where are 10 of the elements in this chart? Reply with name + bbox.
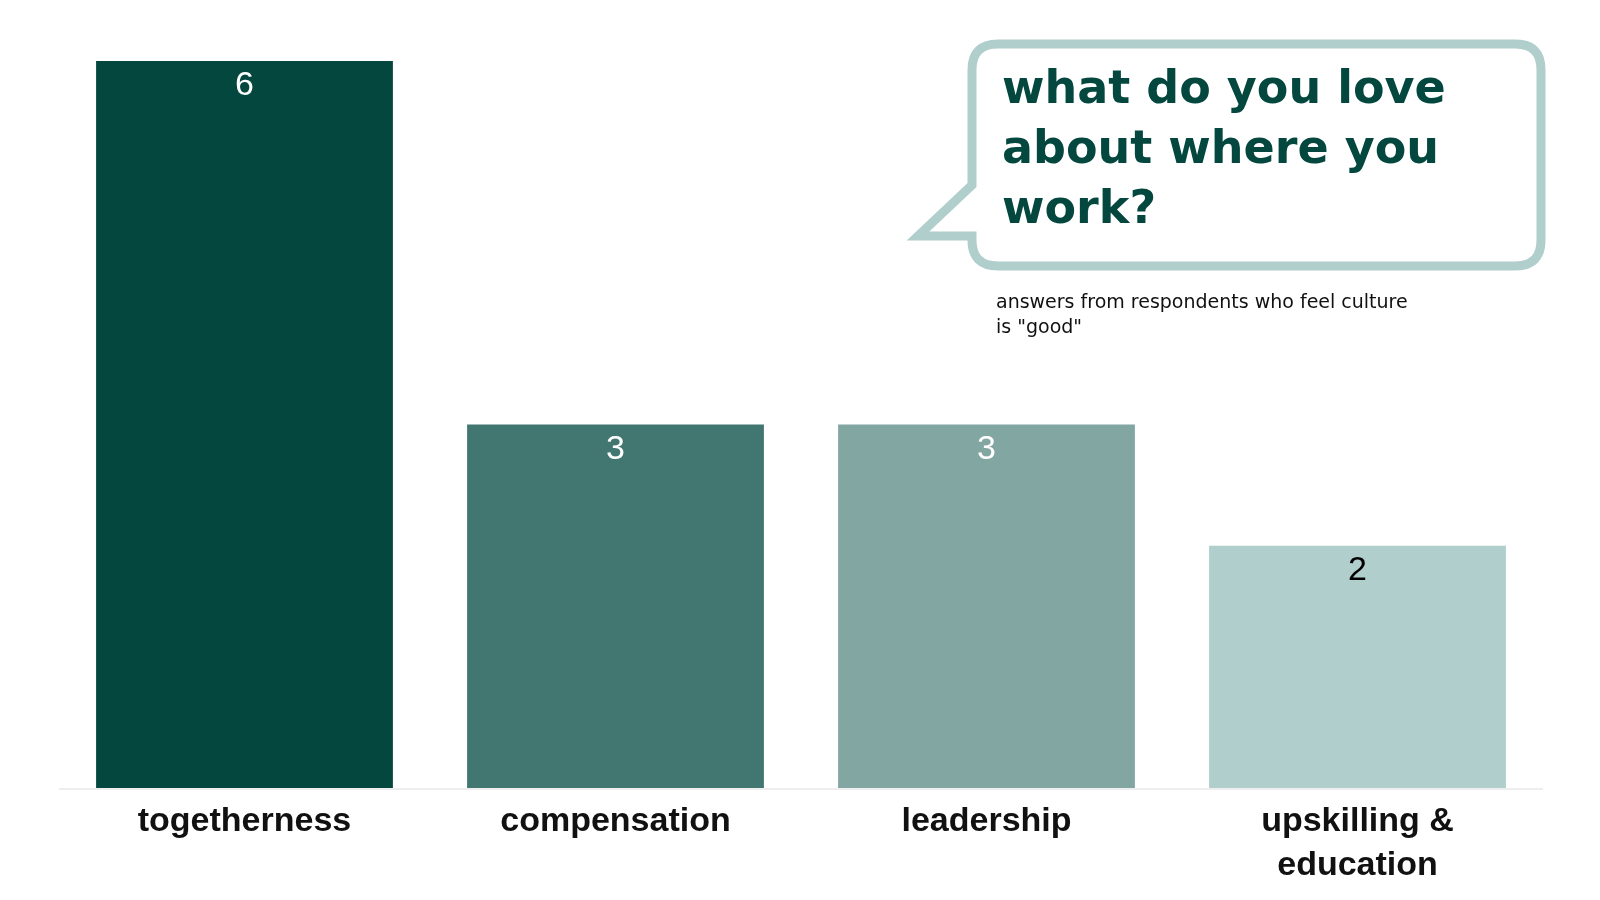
x-tick-label: compensation [500,799,731,838]
data-label: 3 [606,427,625,466]
x-tick-label: upskilling & education [1261,799,1454,882]
x-tick-label: togetherness [137,799,352,838]
data-label: 3 [977,427,996,466]
text: what do you love about where you work? [1002,60,1446,234]
text: answers from respondents who feel culture is "good" [996,290,1408,337]
data-label: 2 [1348,548,1367,587]
data-label: 6 [235,64,254,102]
x-tick-label: leadership [901,799,1072,838]
